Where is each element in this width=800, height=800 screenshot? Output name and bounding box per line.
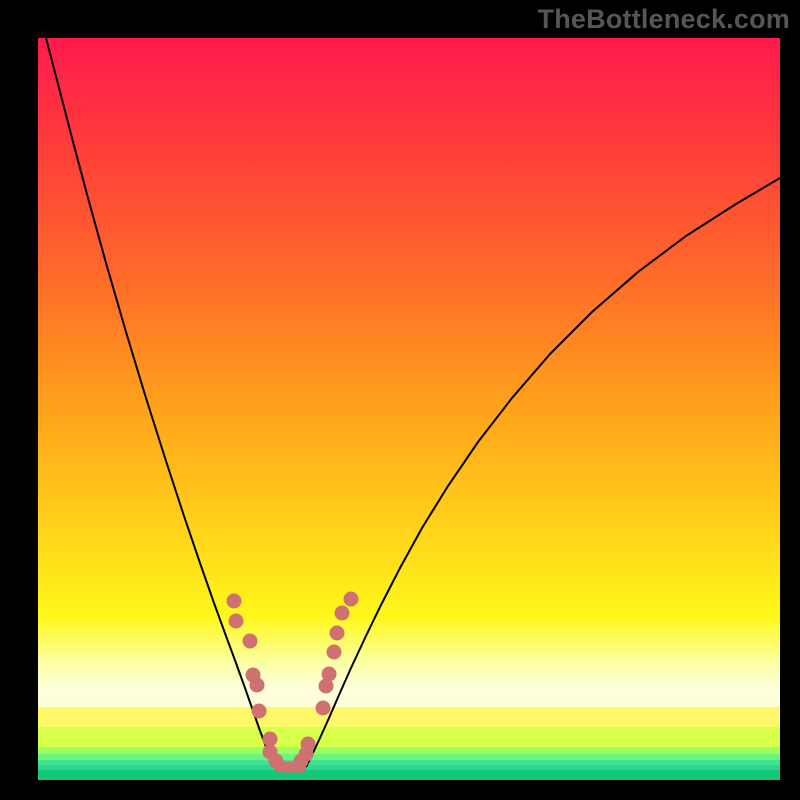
data-marker xyxy=(243,634,258,649)
data-marker xyxy=(263,732,278,747)
watermark-text: TheBottleneck.com xyxy=(538,4,790,35)
left-markers xyxy=(227,594,284,769)
data-marker xyxy=(330,626,345,641)
canvas: TheBottleneck.com xyxy=(0,0,800,800)
data-marker xyxy=(252,704,267,719)
curve-layer xyxy=(38,38,780,780)
data-marker xyxy=(322,667,337,682)
data-marker xyxy=(269,754,284,769)
data-marker xyxy=(344,592,359,607)
data-marker xyxy=(227,594,242,609)
data-marker xyxy=(250,678,265,693)
right-markers xyxy=(294,592,359,769)
left-curve xyxy=(46,38,274,767)
data-marker xyxy=(335,606,350,621)
data-marker xyxy=(229,614,244,629)
data-marker xyxy=(327,645,342,660)
plot-area xyxy=(38,38,780,780)
data-marker xyxy=(316,701,331,716)
data-marker xyxy=(301,737,316,752)
right-curve xyxy=(306,178,780,767)
